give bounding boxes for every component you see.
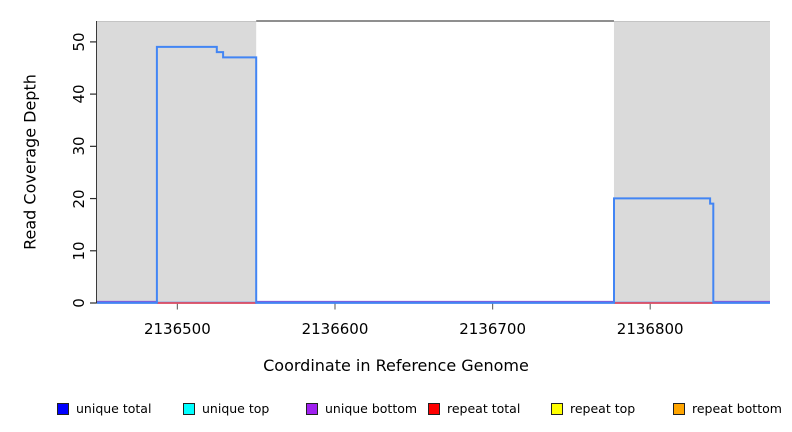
legend-label: repeat top [570, 401, 636, 416]
legend-swatch-icon [673, 403, 685, 415]
unique-total-step-line [97, 45, 770, 304]
y-tick-label-0: 0 [70, 298, 88, 308]
shaded-region-2 [613, 21, 770, 303]
legend-swatch-icon [551, 403, 563, 415]
y-tick-label-40: 40 [70, 84, 88, 104]
y-tick-label-30: 30 [70, 136, 88, 156]
legend-swatch-icon [306, 403, 318, 415]
x-tick-label-2136600: 2136600 [301, 320, 369, 338]
legend-label: repeat bottom [692, 401, 782, 416]
y-tick-label-50: 50 [70, 32, 88, 52]
legend-label: unique top [202, 401, 270, 416]
legend-swatch-icon [57, 403, 69, 415]
x-axis-label: Coordinate in Reference Genome [263, 356, 529, 375]
y-axis-label: Read Coverage Depth [20, 74, 40, 250]
x-tick-label-2136800: 2136800 [616, 320, 684, 338]
x-tick-label-2136700: 2136700 [459, 320, 526, 338]
legend-label: repeat total [447, 401, 521, 416]
x-tick-label-2136500: 2136500 [143, 320, 211, 338]
legend-swatch-icon [183, 403, 195, 415]
legend-label: unique total [76, 401, 152, 416]
y-tick-label-20: 20 [70, 189, 88, 209]
legend-label: unique bottom [325, 401, 418, 416]
y-tick-label-10: 10 [70, 241, 88, 261]
legend-swatch-icon [428, 403, 440, 415]
shaded-region-1 [97, 21, 257, 303]
